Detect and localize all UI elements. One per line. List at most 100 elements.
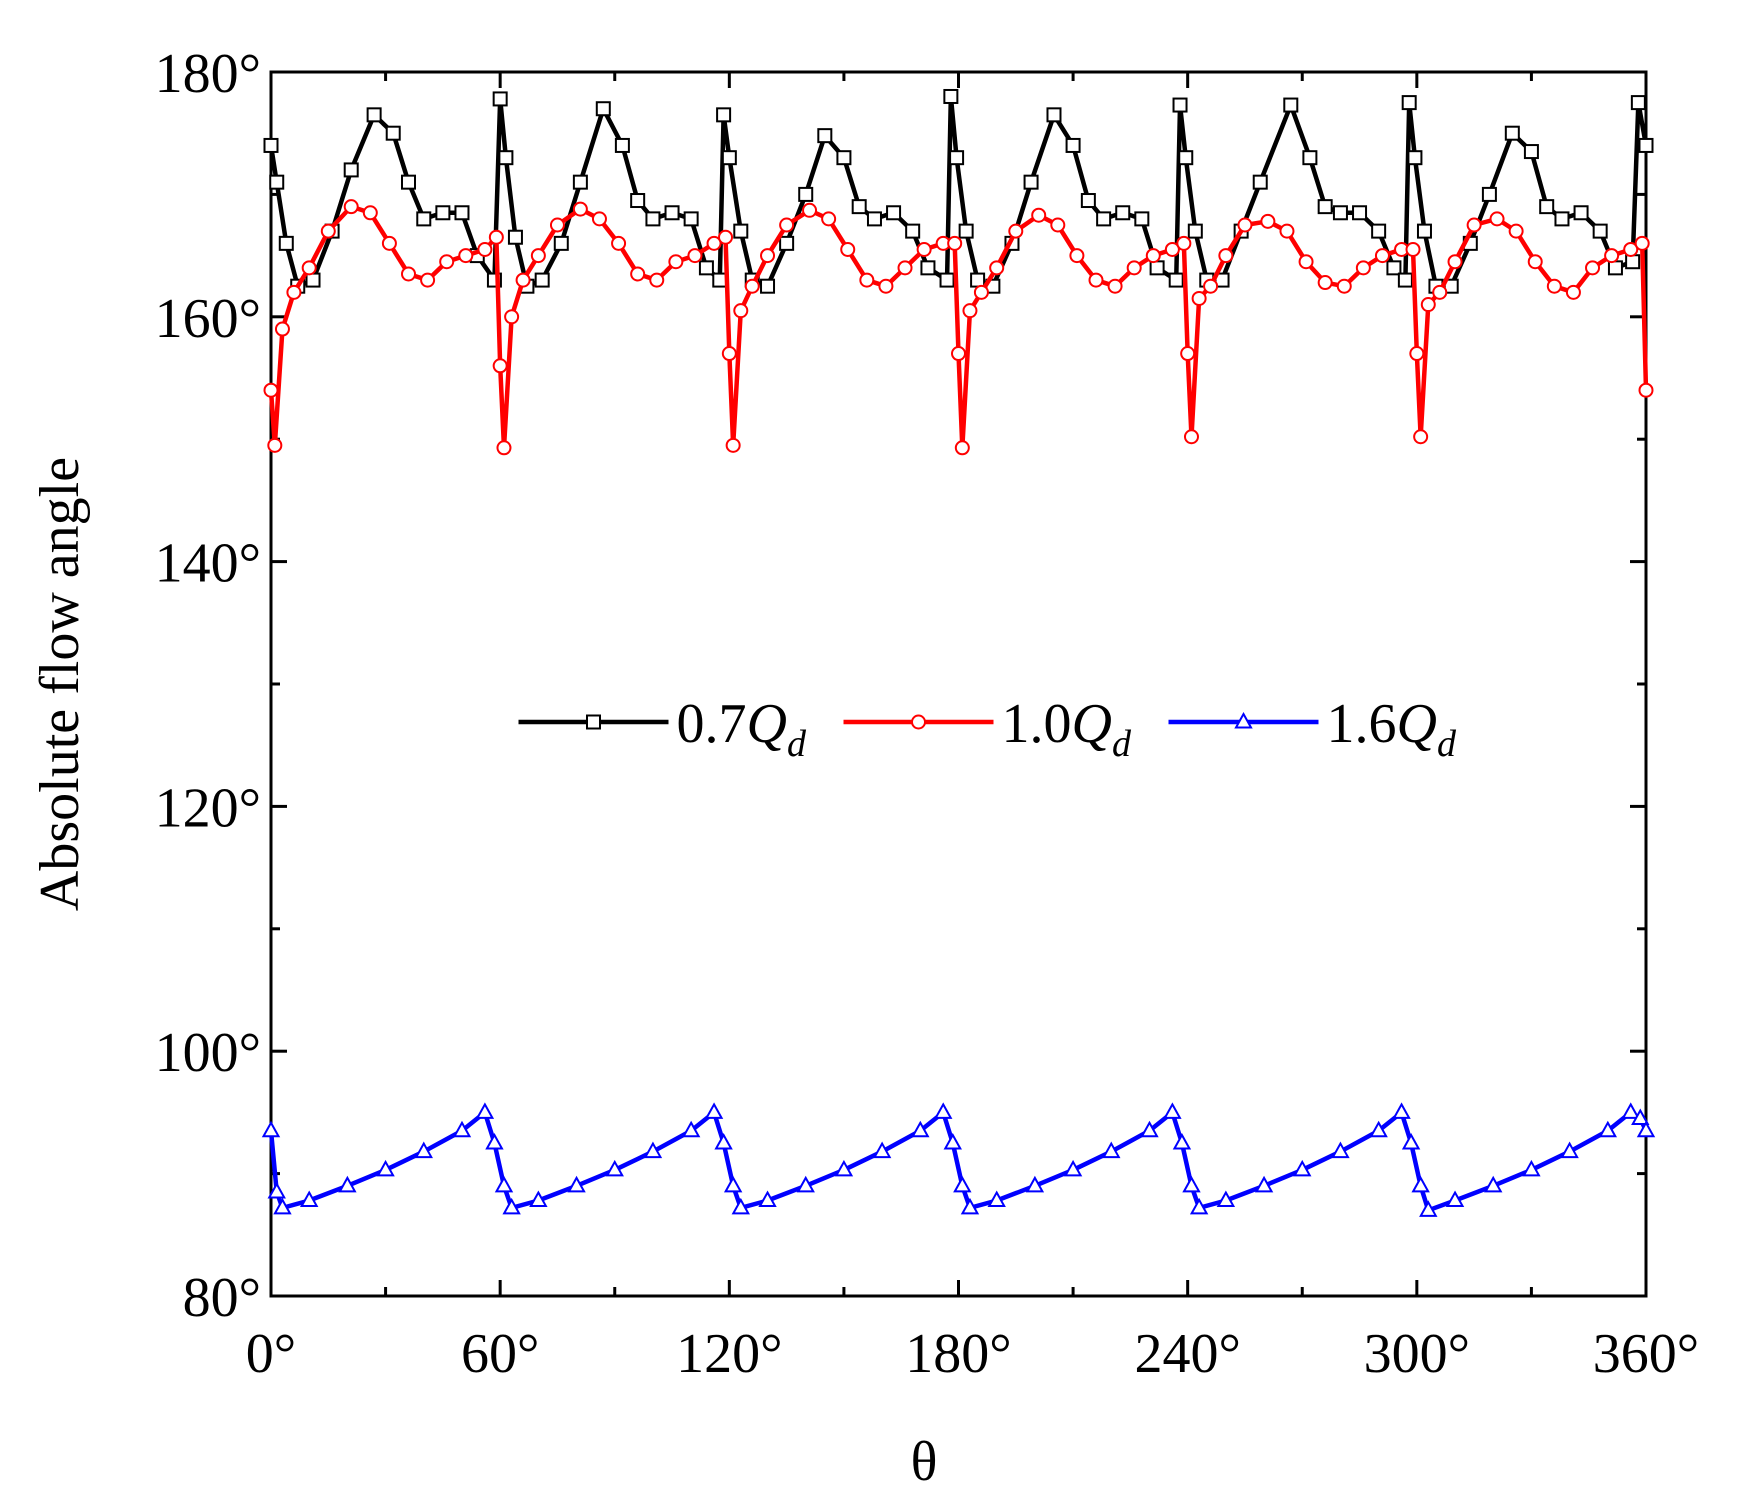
marker (731, 1197, 750, 1215)
marker (1163, 1102, 1182, 1119)
marker (1279, 223, 1295, 239)
marker (343, 162, 359, 178)
marker (911, 1120, 930, 1138)
marker (970, 272, 986, 288)
marker (939, 272, 955, 288)
marker (1634, 235, 1650, 251)
marker (1182, 1175, 1201, 1193)
marker (572, 201, 588, 217)
marker (1189, 1197, 1209, 1215)
marker (1481, 186, 1497, 202)
marker (1592, 223, 1608, 239)
marker (267, 437, 283, 453)
x-tick-label: 0° (246, 1323, 296, 1385)
marker (1096, 211, 1112, 227)
marker (1355, 260, 1371, 276)
marker (911, 714, 926, 730)
marker (1317, 275, 1333, 291)
marker (320, 223, 336, 239)
marker (1638, 382, 1654, 398)
marker (515, 272, 531, 288)
marker (595, 101, 611, 117)
marker (485, 1132, 504, 1150)
marker (916, 241, 932, 257)
marker (534, 272, 550, 288)
marker (718, 229, 734, 245)
marker (504, 309, 520, 325)
marker (475, 1102, 495, 1119)
marker (366, 107, 382, 123)
marker (725, 437, 741, 453)
marker (420, 272, 436, 288)
marker (951, 346, 966, 362)
marker (962, 303, 978, 319)
marker (502, 1197, 521, 1215)
y-tick-label: 120° (155, 777, 261, 839)
x-tick-label: 120° (676, 1323, 782, 1385)
marker (305, 272, 321, 288)
marker (1331, 1141, 1350, 1159)
marker (649, 272, 665, 288)
marker (643, 1141, 663, 1159)
marker (1484, 1175, 1503, 1193)
marker (943, 88, 959, 104)
marker (886, 205, 902, 221)
marker (987, 1190, 1006, 1208)
marker (683, 211, 699, 227)
marker (1371, 223, 1387, 239)
marker (1063, 1159, 1083, 1177)
marker (1218, 248, 1234, 264)
marker (1527, 254, 1543, 270)
marker (1252, 174, 1268, 190)
marker (664, 205, 680, 221)
marker (1630, 95, 1646, 111)
marker (611, 235, 627, 251)
marker (1413, 429, 1429, 445)
marker (1401, 1132, 1421, 1150)
marker (859, 272, 875, 288)
marker (796, 1175, 815, 1193)
marker (572, 174, 588, 190)
marker (1191, 290, 1207, 306)
marker (1411, 1175, 1430, 1193)
marker (817, 128, 833, 144)
marker (947, 235, 963, 251)
marker (1546, 278, 1562, 294)
marker (1080, 193, 1096, 209)
marker (267, 1181, 286, 1199)
marker (1489, 211, 1505, 227)
marker (1374, 248, 1390, 264)
marker (1407, 150, 1423, 166)
marker (1088, 272, 1104, 288)
marker (1573, 205, 1589, 221)
marker (1172, 1132, 1192, 1150)
marker (721, 150, 737, 166)
marker (1260, 213, 1276, 229)
marker (704, 1102, 724, 1119)
marker (269, 174, 285, 190)
marker (1126, 260, 1142, 276)
marker (1180, 346, 1196, 362)
marker (273, 1197, 292, 1215)
marker (586, 714, 601, 730)
marker (721, 346, 737, 362)
marker (1102, 1141, 1121, 1159)
marker (385, 125, 401, 141)
marker (477, 241, 493, 257)
marker (299, 1190, 319, 1208)
marker (1187, 223, 1203, 239)
marker (1598, 1120, 1618, 1138)
marker (897, 260, 913, 276)
marker (1504, 125, 1520, 141)
marker (591, 211, 607, 227)
marker (1283, 97, 1299, 113)
marker (1298, 254, 1314, 270)
x-axis-label: θ (911, 1431, 938, 1493)
y-tick-label: 100° (155, 1022, 261, 1084)
marker (836, 150, 852, 166)
marker (1416, 223, 1432, 239)
marker (362, 205, 378, 221)
y-tick-label: 160° (155, 288, 261, 350)
marker (439, 254, 455, 270)
marker (821, 211, 837, 227)
